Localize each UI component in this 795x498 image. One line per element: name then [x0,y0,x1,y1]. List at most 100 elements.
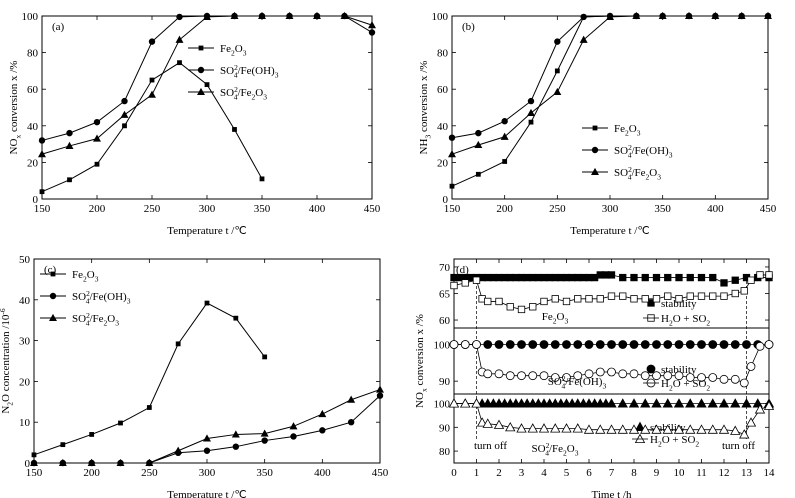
series-line [451,15,768,139]
y-tick-label: 20 [19,376,31,388]
panel-label: (a) [52,21,65,33]
data-point [38,137,46,144]
x-tick-label: 5 [564,467,570,479]
data-point [630,273,638,282]
data-point [685,373,695,382]
data-point [583,424,595,434]
data-point [708,373,718,382]
y-tick-label: 0 [443,194,449,206]
legend-label: stability [661,298,697,310]
data-point [573,340,583,349]
data-point [719,340,729,349]
data-point [482,418,493,428]
data-point [285,11,294,20]
data-point [640,424,651,434]
legend-label: SO2 4/Fe2O3 [614,165,661,182]
panel-label: (d) [456,264,469,276]
data-point [449,340,459,349]
data-point [448,134,456,141]
data-point [628,424,640,434]
data-point [739,378,749,388]
data-point [606,398,617,408]
data-point [673,398,685,408]
data-point [755,341,765,351]
data-point [730,340,740,349]
data-point [230,11,239,20]
legend-marker [197,87,205,96]
data-point [574,295,582,303]
data-point [539,340,549,349]
data-point [483,369,493,379]
x-tick-label: 0 [451,467,457,479]
data-point [60,442,66,448]
y-tick-label: 100 [434,399,451,411]
data-point [376,392,384,399]
y-axis-label: NOx conversion x /% [8,61,22,155]
data-point [204,82,210,88]
x-tick-label: 400 [707,203,724,215]
data-point [232,443,240,450]
data-point [596,295,604,303]
data-point [475,171,481,177]
y-tick-label: 80 [27,48,39,60]
data-point [93,118,101,126]
data-point [697,373,706,382]
y-tick-label: 30 [19,336,31,348]
data-point [730,374,740,384]
data-point [527,423,538,433]
x-tick-label: 4 [541,467,547,479]
data-point [617,398,628,408]
data-point [262,354,268,360]
data-point [606,424,617,434]
data-point [686,273,694,282]
data-point [448,150,456,158]
legend-marker [197,66,205,74]
data-point [66,129,73,137]
x-tick-label: 150 [26,467,43,479]
data-point [741,398,752,408]
data-point [711,11,720,20]
data-point [745,417,757,427]
data-point [685,11,693,20]
data-point [538,423,550,433]
data-point [573,371,583,381]
data-point [697,340,706,349]
data-point [260,429,269,437]
data-point [652,295,661,303]
legend-label: SO2 4/Fe(OH)3 [614,143,673,160]
data-point [554,38,561,45]
data-point [746,362,756,371]
y-tick-label: 90 [439,422,451,434]
x-tick-label: 250 [549,203,566,215]
data-point [709,292,717,300]
data-point [516,423,527,433]
data-point [290,433,297,440]
data-point [517,371,526,381]
legend-marker [647,299,655,307]
data-point [87,458,96,467]
x-tick-label: 9 [654,467,660,479]
data-point [662,424,673,434]
data-point [500,132,509,140]
data-point [696,398,707,408]
data-point [731,276,739,284]
data-point [517,305,526,314]
data-point [177,60,182,66]
data-point [231,430,240,438]
y-tick-label: 65 [439,289,451,301]
data-point [685,398,696,408]
data-point [696,424,707,434]
data-point [376,385,384,393]
data-point [474,140,483,149]
x-tick-label: 7 [609,467,615,479]
data-point [720,279,728,287]
panel-c: 150 200 250 300 350 400 45001020304050(c)Tempe… [0,254,389,498]
data-point [595,424,606,434]
data-point [30,458,38,467]
data-point [707,398,718,408]
data-point [617,424,628,434]
x-tick-label: 350 [254,203,271,215]
data-point [707,424,718,434]
legend-label: SO2 4/Fe(OH)3 [220,63,279,80]
data-point [145,458,154,467]
